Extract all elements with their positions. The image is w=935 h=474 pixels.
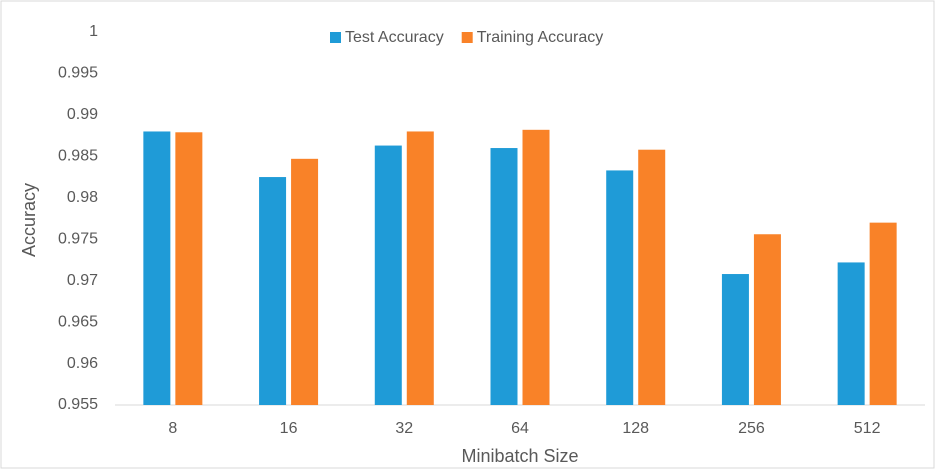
legend-swatch	[461, 32, 473, 43]
bar	[606, 170, 634, 405]
y-tick-label: 0.96	[67, 355, 98, 372]
x-tick-label: 128	[622, 420, 649, 437]
bar	[374, 145, 402, 405]
y-tick-label: 0.97	[67, 272, 98, 289]
bar	[869, 222, 897, 405]
x-tick-label: 8	[168, 420, 177, 437]
x-tick-label: 16	[280, 420, 298, 437]
x-axis-label: Minibatch Size	[461, 446, 578, 466]
bar	[291, 158, 319, 405]
legend-label: Test Accuracy	[345, 29, 444, 46]
y-tick-label: 0.99	[67, 106, 98, 123]
y-axis-label: Accuracy	[19, 183, 39, 257]
bar	[837, 262, 865, 405]
x-tick-label: 256	[738, 420, 765, 437]
bar	[721, 274, 749, 405]
y-tick-label: 0.955	[58, 396, 98, 413]
y-tick-label: 1	[89, 23, 98, 40]
bar	[406, 131, 434, 405]
y-tick-label: 0.995	[58, 65, 98, 82]
y-tick-label: 0.98	[67, 189, 98, 206]
bar	[490, 148, 518, 406]
y-tick-label: 0.975	[58, 230, 98, 247]
x-tick-label: 512	[854, 420, 881, 437]
legend-swatch	[330, 32, 341, 43]
x-tick-label: 32	[395, 420, 413, 437]
bar	[753, 234, 781, 405]
bar	[175, 132, 203, 405]
x-tick-label: 64	[511, 420, 529, 437]
bar	[522, 129, 550, 405]
bar	[259, 177, 287, 405]
y-tick-label: 0.985	[58, 148, 98, 165]
y-tick-label: 0.965	[58, 313, 98, 330]
legend-label: Training Accuracy	[477, 29, 604, 46]
bar	[638, 149, 666, 405]
bar	[143, 131, 171, 405]
